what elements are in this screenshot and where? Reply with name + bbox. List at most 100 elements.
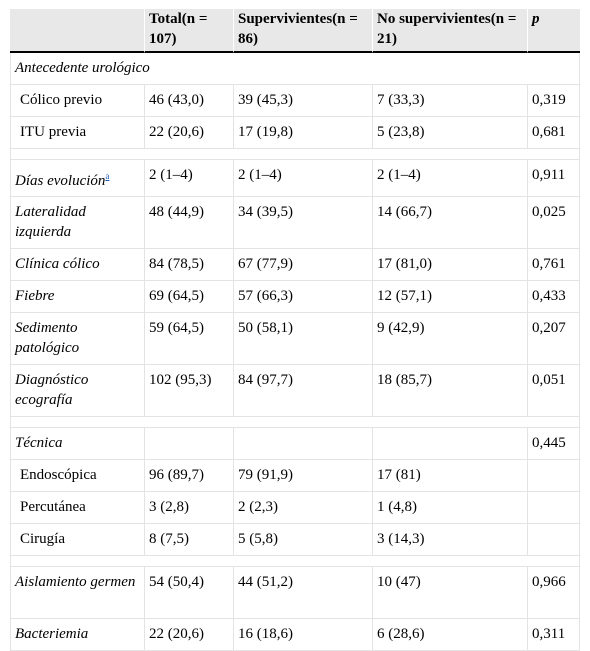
row-label: Endoscópica <box>10 460 144 492</box>
cell-non-survivors: 5 (23,8) <box>372 117 527 149</box>
section-row-antecedente: Antecedente urológico <box>10 53 580 85</box>
cell-total: 8 (7,5) <box>144 524 233 556</box>
table-row: ITU previa 22 (20,6) 17 (19,8) 5 (23,8) … <box>10 117 580 149</box>
cell-non-survivors: 10 (47) <box>372 567 527 619</box>
cell-non-survivors: 9 (42,9) <box>372 313 527 365</box>
cell-non-survivors: 3 (14,3) <box>372 524 527 556</box>
cell-non-survivors: 14 (66,7) <box>372 197 527 249</box>
cell-survivors: 2 (2,3) <box>233 492 372 524</box>
cell-total: 22 (20,6) <box>144 619 233 651</box>
cell-p-value: 0,207 <box>527 313 580 365</box>
cell-non-survivors: 12 (57,1) <box>372 281 527 313</box>
row-label: Sedimento patológico <box>10 313 144 365</box>
cell-p-value <box>527 492 580 524</box>
cell-total: 96 (89,7) <box>144 460 233 492</box>
cell-p-value: 0,319 <box>527 85 580 117</box>
cell-p-value: 0,966 <box>527 567 580 619</box>
header-survivors: Supervivientes(n = 86) <box>233 9 372 53</box>
row-label: Clínica cólico <box>10 249 144 281</box>
cell-non-survivors: 2 (1–4) <box>372 160 527 197</box>
table-row: Clínica cólico 84 (78,5) 67 (77,9) 17 (8… <box>10 249 580 281</box>
table-row: Días evolucióna 2 (1–4) 2 (1–4) 2 (1–4) … <box>10 160 580 197</box>
row-label: Días evolución <box>15 173 106 189</box>
row-label: Aislamiento germen <box>10 567 144 619</box>
cell-non-survivors: 7 (33,3) <box>372 85 527 117</box>
spacer-row <box>10 149 580 160</box>
cell-non-survivors <box>372 428 527 460</box>
cell-p-value: 0,311 <box>527 619 580 651</box>
table-row: Fiebre 69 (64,5) 57 (66,3) 12 (57,1) 0,4… <box>10 281 580 313</box>
cell-survivors <box>233 428 372 460</box>
cell-total: 48 (44,9) <box>144 197 233 249</box>
table-row: Cirugía 8 (7,5) 5 (5,8) 3 (14,3) <box>10 524 580 556</box>
cell-p-value: 0,911 <box>527 160 580 197</box>
spacer-row <box>10 417 580 428</box>
cell-survivors: 84 (97,7) <box>233 365 372 417</box>
row-label: Fiebre <box>10 281 144 313</box>
cell-total: 2 (1–4) <box>144 160 233 197</box>
table-row: Cólico previo 46 (43,0) 39 (45,3) 7 (33,… <box>10 85 580 117</box>
header-row: Total(n = 107) Supervivientes(n = 86) No… <box>10 9 580 53</box>
row-label: Lateralidad izquierda <box>10 197 144 249</box>
cell-p-value: 0,445 <box>527 428 580 460</box>
cell-survivors: 34 (39,5) <box>233 197 372 249</box>
cell-survivors: 44 (51,2) <box>233 567 372 619</box>
footnote-link[interactable]: a <box>105 171 110 181</box>
header-total: Total(n = 107) <box>144 9 233 53</box>
cell-survivors: 67 (77,9) <box>233 249 372 281</box>
cell-total: 84 (78,5) <box>144 249 233 281</box>
cell-survivors: 57 (66,3) <box>233 281 372 313</box>
table-row: Bacteriemia 22 (20,6) 16 (18,6) 6 (28,6)… <box>10 619 580 651</box>
row-label: Técnica <box>10 428 144 460</box>
header-label-cell <box>10 9 144 53</box>
cell-survivors: 39 (45,3) <box>233 85 372 117</box>
cell-survivors: 17 (19,8) <box>233 117 372 149</box>
row-label: ITU previa <box>10 117 144 149</box>
cell-total: 59 (64,5) <box>144 313 233 365</box>
spacer-row <box>10 556 580 567</box>
table-row: Lateralidad izquierda 48 (44,9) 34 (39,5… <box>10 197 580 249</box>
row-label: Cólico previo <box>10 85 144 117</box>
cell-non-survivors: 17 (81) <box>372 460 527 492</box>
cell-non-survivors: 6 (28,6) <box>372 619 527 651</box>
cell-survivors: 16 (18,6) <box>233 619 372 651</box>
cell-non-survivors: 18 (85,7) <box>372 365 527 417</box>
cell-total: 69 (64,5) <box>144 281 233 313</box>
spacer-cell <box>10 556 580 567</box>
cell-p-value: 0,681 <box>527 117 580 149</box>
table-row: Percutánea 3 (2,8) 2 (2,3) 1 (4,8) <box>10 492 580 524</box>
cell-total: 102 (95,3) <box>144 365 233 417</box>
cell-total: 22 (20,6) <box>144 117 233 149</box>
footnote-marker: a <box>105 168 109 182</box>
cell-total <box>144 428 233 460</box>
row-label: Cirugía <box>10 524 144 556</box>
table-row: Aislamiento germen 54 (50,4) 44 (51,2) 1… <box>10 567 580 619</box>
row-label: Bacteriemia <box>10 619 144 651</box>
table-row: Sedimento patológico 59 (64,5) 50 (58,1)… <box>10 313 580 365</box>
cell-p-value <box>527 524 580 556</box>
row-label: Diagnóstico ecografía <box>10 365 144 417</box>
header-non-survivors: No supervivientes(n = 21) <box>372 9 527 53</box>
header-p-value: p <box>527 9 580 53</box>
results-table-container: Total(n = 107) Supervivientes(n = 86) No… <box>10 9 580 651</box>
table-row: Técnica 0,445 <box>10 428 580 460</box>
cell-p-value <box>527 460 580 492</box>
cell-non-survivors: 17 (81,0) <box>372 249 527 281</box>
cell-p-value: 0,761 <box>527 249 580 281</box>
table-row: Diagnóstico ecografía 102 (95,3) 84 (97,… <box>10 365 580 417</box>
row-label-cell: Días evolucióna <box>10 160 144 197</box>
cell-survivors: 2 (1–4) <box>233 160 372 197</box>
row-label: Percutánea <box>10 492 144 524</box>
cell-total: 3 (2,8) <box>144 492 233 524</box>
cell-total: 46 (43,0) <box>144 85 233 117</box>
results-table: Total(n = 107) Supervivientes(n = 86) No… <box>10 9 580 651</box>
cell-survivors: 50 (58,1) <box>233 313 372 365</box>
spacer-cell <box>10 417 580 428</box>
table-row: Endoscópica 96 (89,7) 79 (91,9) 17 (81) <box>10 460 580 492</box>
cell-survivors: 5 (5,8) <box>233 524 372 556</box>
cell-total: 54 (50,4) <box>144 567 233 619</box>
cell-non-survivors: 1 (4,8) <box>372 492 527 524</box>
cell-p-value: 0,051 <box>527 365 580 417</box>
spacer-cell <box>10 149 580 160</box>
cell-p-value: 0,025 <box>527 197 580 249</box>
